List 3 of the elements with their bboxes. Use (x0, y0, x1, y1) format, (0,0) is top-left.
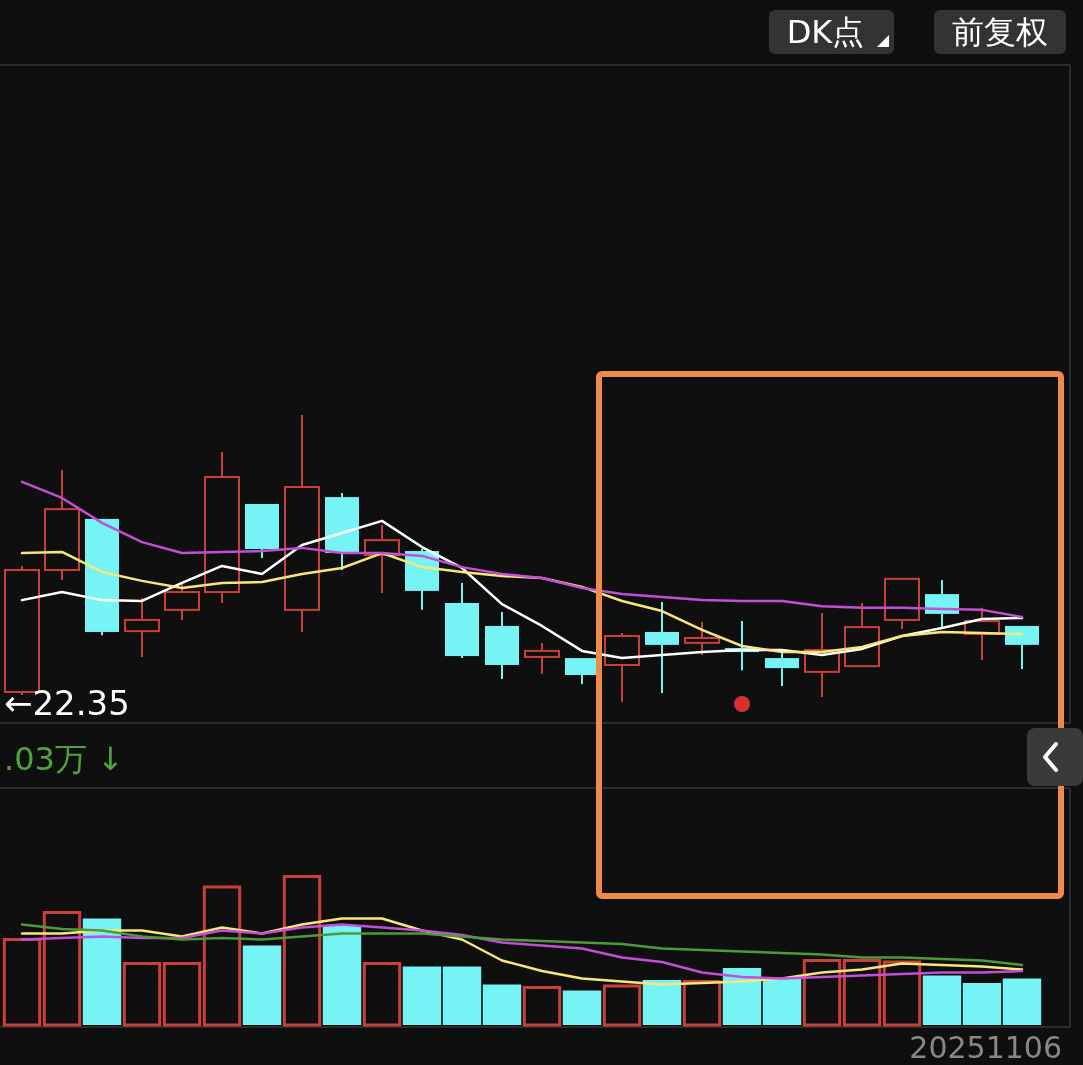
annotation: ←22.35 (4, 683, 130, 723)
text: 20251106 (909, 1030, 1062, 1065)
text: .03万 ↓ (4, 740, 124, 778)
